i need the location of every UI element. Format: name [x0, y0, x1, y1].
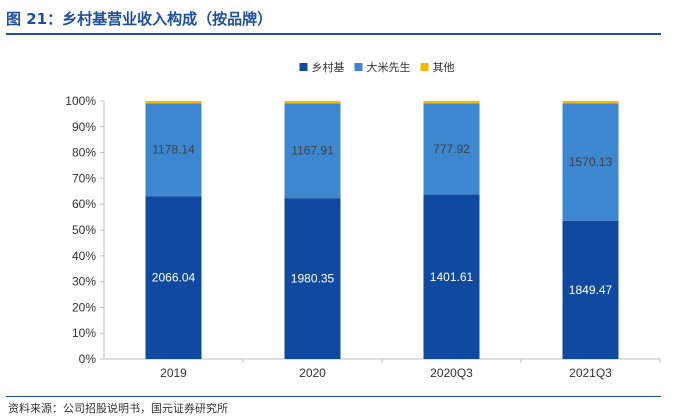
- bar-segment-其他: [423, 101, 480, 104]
- bar-segment-乡村基: [145, 196, 202, 359]
- x-tick-label: 2020Q3: [430, 366, 473, 380]
- y-tick-label: 80%: [72, 146, 96, 160]
- legend-label: 其他: [433, 61, 455, 74]
- x-tick-label: 2019: [160, 366, 187, 380]
- y-tick-label: 10%: [72, 326, 96, 340]
- data-label-大米先生: 1167.91: [291, 144, 334, 158]
- y-tick-label: 40%: [72, 249, 96, 263]
- bar-segment-其他: [562, 101, 619, 104]
- data-label-大米先生: 1178.14: [152, 143, 195, 157]
- bar-segment-乡村基: [284, 198, 341, 359]
- figure-header: 图 21：乡村基营业收入构成（按品牌）: [6, 6, 661, 32]
- y-tick-label: 20%: [72, 300, 96, 314]
- data-label-乡村基: 1401.61: [430, 270, 474, 284]
- data-label-大米先生: 1570.13: [569, 155, 613, 169]
- y-tick-label: 60%: [72, 197, 96, 211]
- data-label-乡村基: 1849.47: [569, 283, 613, 297]
- y-tick-label: 30%: [72, 275, 96, 289]
- legend-swatch: [354, 63, 363, 71]
- y-tick-label: 90%: [72, 120, 96, 134]
- bar-segment-其他: [145, 101, 202, 104]
- y-tick-label: 0%: [79, 352, 97, 366]
- legend-label: 乡村基: [312, 60, 345, 74]
- bar-segment-大米先生: [562, 103, 619, 221]
- data-label-乡村基: 1980.35: [291, 272, 335, 286]
- title-divider: [6, 33, 661, 35]
- bar-segment-大米先生: [284, 103, 341, 199]
- legend-swatch: [299, 63, 308, 71]
- x-tick-label: 2020: [299, 366, 326, 380]
- y-tick-label: 100%: [65, 94, 96, 108]
- legend-label: 大米先生: [367, 60, 411, 74]
- x-tick-label: 2021Q3: [569, 366, 612, 380]
- data-label-乡村基: 2066.04: [152, 271, 196, 285]
- bar-segment-大米先生: [145, 103, 202, 197]
- y-tick-label: 70%: [72, 171, 96, 185]
- source-note: 资料来源：公司招股说明书，国元证券研究所: [8, 402, 228, 415]
- y-tick-label: 50%: [72, 223, 96, 237]
- data-label-大米先生: 777.92: [433, 142, 470, 156]
- figure-title: 图 21：乡村基营业收入构成（按品牌）: [6, 10, 273, 28]
- bar-segment-大米先生: [423, 103, 480, 195]
- bar-segment-乡村基: [423, 194, 480, 359]
- footer-divider: [6, 396, 661, 397]
- bar-segment-其他: [284, 101, 341, 104]
- bar-segment-乡村基: [562, 220, 619, 359]
- legend-swatch: [420, 63, 429, 71]
